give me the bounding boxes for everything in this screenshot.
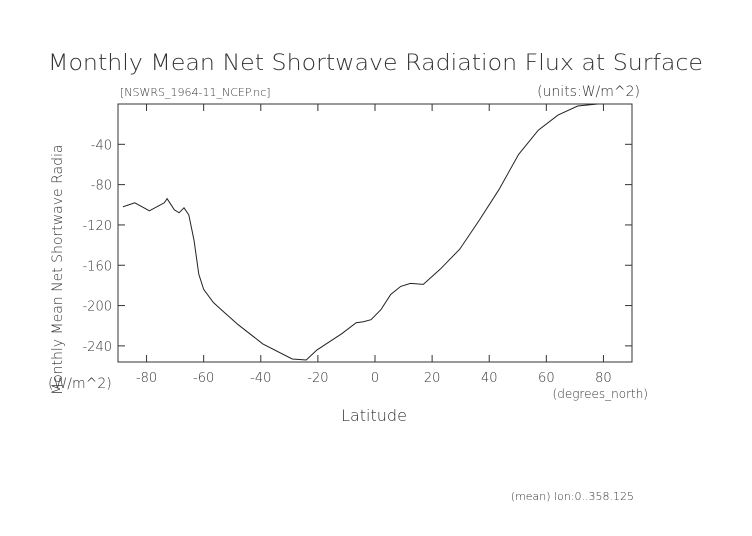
footer: (mean) lon:0..358.125 xyxy=(511,490,634,503)
units-label: (units:W/m^2) xyxy=(537,84,640,100)
y-tick-label: -200 xyxy=(82,300,112,315)
x-unit-label: (degrees_north) xyxy=(553,387,648,401)
x-axis-label: Latitude xyxy=(341,406,407,425)
y-tick-label: -160 xyxy=(82,259,112,274)
x-tick-label: 40 xyxy=(481,371,498,386)
y-tick-label: -120 xyxy=(82,219,112,234)
x-tick-label: -20 xyxy=(307,371,328,386)
data-line xyxy=(122,103,598,361)
y-tick-label: -240 xyxy=(82,340,112,355)
y-axis-label: Monthly Mean Net Shortwave Radia xyxy=(50,145,66,395)
y-unit-label: (W/m^2) xyxy=(48,376,112,392)
y-tick-label: -40 xyxy=(91,138,112,153)
x-tick-label: -60 xyxy=(193,371,214,386)
y-tick-label: -80 xyxy=(91,179,112,194)
chart-title: Monthly Mean Net Shortwave Radiation Flu… xyxy=(48,51,703,76)
x-tick-label: -80 xyxy=(136,371,157,386)
x-tick-label: -40 xyxy=(250,371,271,386)
plot-frame xyxy=(117,103,633,363)
file-label: [NSWRS_1964-11_NCEP.nc] xyxy=(120,86,271,99)
x-tick-label: 20 xyxy=(424,371,441,386)
x-tick-label: 60 xyxy=(538,371,555,386)
x-tick-label: 80 xyxy=(595,371,612,386)
x-tick-label: 0 xyxy=(371,371,379,386)
